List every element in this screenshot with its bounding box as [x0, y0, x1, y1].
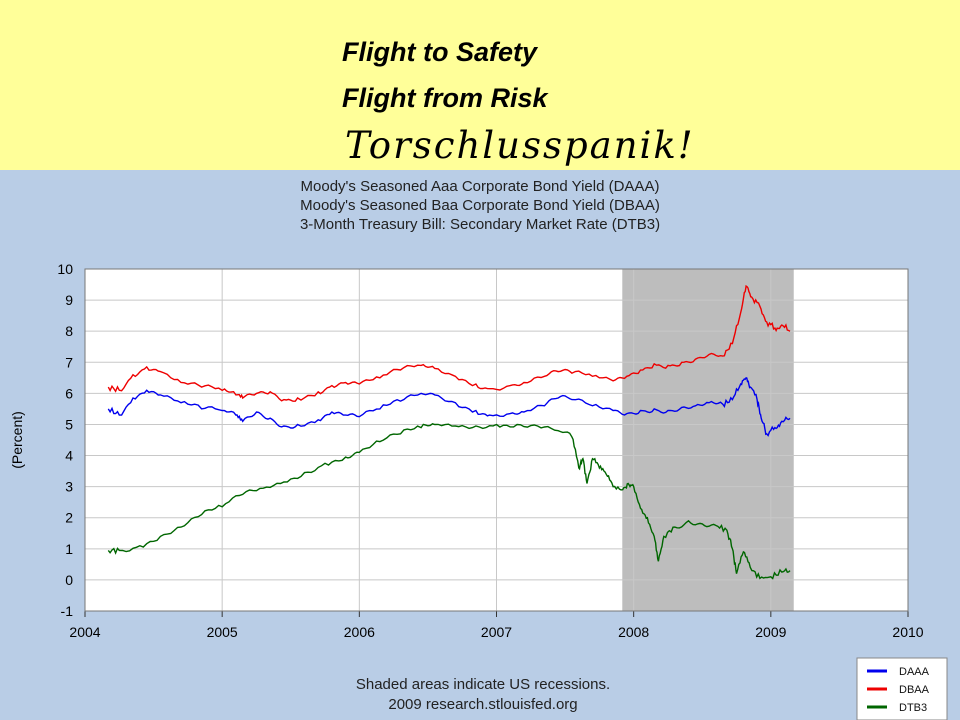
- y-axis-label: (Percent): [9, 411, 25, 469]
- y-tick-label: 2: [65, 510, 73, 526]
- x-tick-label: 2004: [69, 624, 100, 640]
- x-tick-label: 2010: [892, 624, 923, 640]
- y-tick-label: 1: [65, 541, 73, 557]
- x-tick-label: 2009: [755, 624, 786, 640]
- legend-label-dbaa: DBAA: [899, 684, 930, 696]
- recession-shading: [622, 269, 794, 611]
- x-tick-label: 2007: [481, 624, 512, 640]
- y-tick-label: 9: [65, 292, 73, 308]
- line-chart: Moody's Seasoned Aaa Corporate Bond Yiel…: [9, 178, 948, 720]
- series-line-dtb3: [107, 423, 791, 580]
- y-tick-label: 3: [65, 479, 73, 495]
- chart-panel: Moody's Seasoned Aaa Corporate Bond Yiel…: [0, 170, 960, 720]
- x-tick-label: 2006: [344, 624, 375, 640]
- headline-line-3: Torschlusspanik!: [345, 124, 695, 167]
- y-tick-label: 5: [65, 416, 73, 432]
- y-tick-label: -1: [61, 603, 74, 619]
- plot-border: [84, 268, 909, 612]
- series-line-daaa: [107, 376, 791, 437]
- y-tick-label: 0: [65, 572, 73, 588]
- chart-title-line-1: Moody's Seasoned Aaa Corporate Bond Yiel…: [301, 178, 660, 195]
- legend-label-daaa: DAAA: [899, 666, 930, 678]
- headline-line-1: Flight to Safety: [342, 37, 537, 67]
- x-tick-label: 2008: [618, 624, 649, 640]
- y-tick-label: 8: [65, 323, 73, 339]
- x-tick-label: 2005: [207, 624, 238, 640]
- headline-panel: Flight to Safety Flight from Risk Torsch…: [0, 0, 960, 170]
- series-line-dbaa: [107, 284, 791, 402]
- y-tick-label: 6: [65, 385, 73, 401]
- y-tick-label: 4: [65, 448, 73, 464]
- legend-label-dtb3: DTB3: [899, 702, 927, 714]
- headline-line-2: Flight from Risk: [342, 83, 548, 113]
- chart-note-line-2: 2009 research.stlouisfed.org: [388, 696, 577, 713]
- y-tick-label: 7: [65, 354, 73, 370]
- chart-title-line-3: 3-Month Treasury Bill: Secondary Market …: [300, 216, 660, 233]
- chart-note-line-1: Shaded areas indicate US recessions.: [356, 676, 610, 693]
- chart-title-line-2: Moody's Seasoned Baa Corporate Bond Yiel…: [300, 197, 660, 214]
- y-tick-label: 10: [57, 261, 73, 277]
